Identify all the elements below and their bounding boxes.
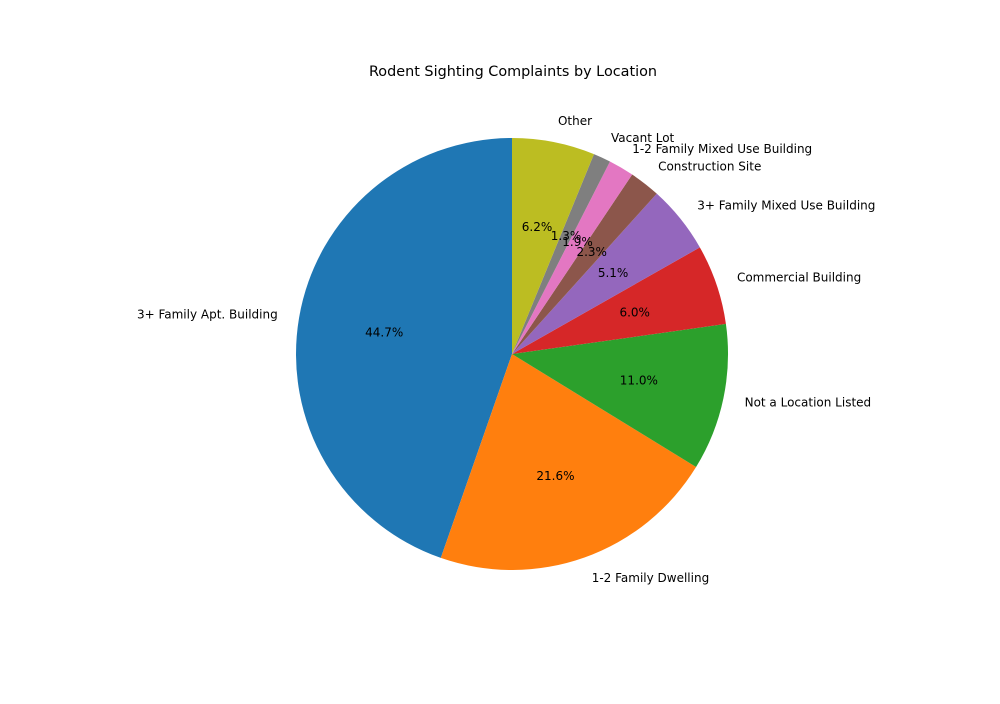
pie-slice: [440, 354, 697, 570]
pie-slices: [296, 138, 729, 570]
slice-category-label: 3+ Family Apt. Building: [137, 307, 278, 321]
slice-category-label: Not a Location Listed: [745, 396, 872, 410]
slice-category-label: Commercial Building: [737, 270, 861, 284]
slice-category-label: 1-2 Family Dwelling: [592, 571, 710, 585]
pie-slice: [512, 193, 700, 354]
slice-percentage-label: 5.1%: [598, 266, 629, 280]
slice-percentage-label: 6.0%: [619, 305, 650, 319]
slice-category-label: Other: [558, 114, 592, 128]
pie-category-labels: 3+ Family Apt. Building 1-2 Family Dwelli…: [137, 114, 875, 585]
slice-category-label: 1-2 Family Mixed Use Building: [632, 142, 812, 156]
slice-percentage-label: 6.2%: [522, 220, 553, 234]
slice-percentage-label: 1.9%: [562, 235, 593, 249]
pie-slice: [512, 138, 594, 354]
pie-slice: [512, 247, 726, 354]
slice-category-label: Construction Site: [658, 160, 761, 174]
pie-percentage-labels: 44.7% 21.6% 11.0% 6.0% 5.1% 2.3%1.9%1.3%6.2%: [365, 220, 658, 483]
chart-title: Rodent Sighting Complaints by Location: [369, 64, 657, 80]
slice-category-label: 3+ Family Mixed Use Building: [697, 198, 875, 212]
slice-percentage-label: 2.3%: [576, 245, 607, 259]
pie-slice: [512, 174, 657, 354]
pie-slice: [512, 154, 610, 354]
pie-slice: [512, 161, 633, 354]
slice-percentage-label: 1.3%: [551, 229, 582, 243]
pie-slice: [296, 138, 512, 558]
pie-slice: [512, 323, 729, 468]
slice-percentage-label: 44.7%: [365, 325, 403, 339]
slice-percentage-label: 21.6%: [536, 469, 574, 483]
slice-category-label: Vacant Lot: [611, 131, 675, 145]
slice-percentage-label: 11.0%: [620, 373, 658, 387]
